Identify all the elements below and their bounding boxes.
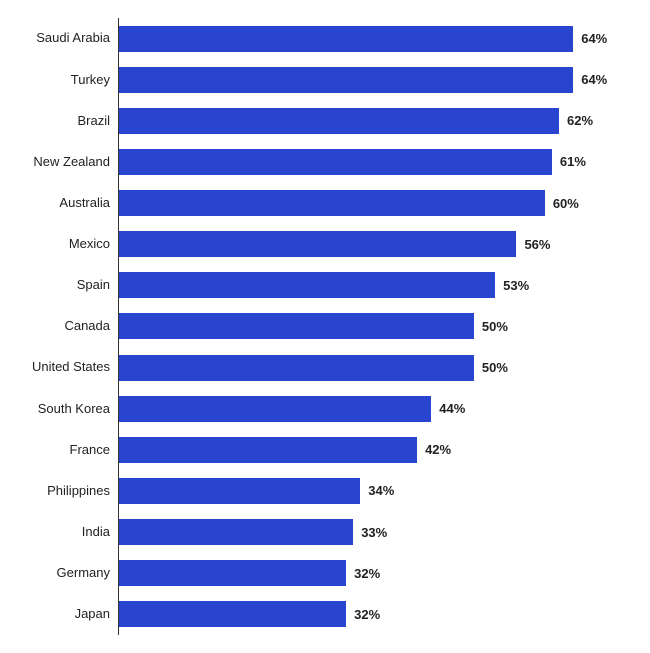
- bar: [119, 313, 474, 339]
- bar-row: 44%: [119, 396, 630, 422]
- bar-row: 64%: [119, 26, 630, 52]
- value-label: 60%: [553, 196, 579, 211]
- value-label: 64%: [581, 31, 607, 46]
- bar-row: 42%: [119, 437, 630, 463]
- value-label: 50%: [482, 360, 508, 375]
- bar: [119, 396, 431, 422]
- bar-row: 50%: [119, 313, 630, 339]
- category-label: New Zealand: [10, 155, 110, 169]
- category-label: Mexico: [10, 237, 110, 251]
- category-label: France: [10, 443, 110, 457]
- bar-row: 34%: [119, 478, 630, 504]
- bar: [119, 560, 346, 586]
- y-axis-labels: Saudi Arabia Turkey Brazil New Zealand Austr…: [10, 18, 118, 635]
- bar: [119, 231, 516, 257]
- bar: [119, 601, 346, 627]
- category-label: India: [10, 525, 110, 539]
- bar: [119, 67, 573, 93]
- category-label: Turkey: [10, 73, 110, 87]
- category-label: Philippines: [10, 484, 110, 498]
- value-label: 42%: [425, 442, 451, 457]
- category-label: United States: [10, 360, 110, 374]
- bar: [119, 26, 573, 52]
- bar-row: 64%: [119, 67, 630, 93]
- bar: [119, 437, 417, 463]
- plot-area: 64% 64% 62% 61% 60% 56% 53% 50% 50% 44% 42% 34% 33% 3…: [118, 18, 630, 635]
- category-label: Canada: [10, 319, 110, 333]
- bar: [119, 519, 353, 545]
- value-label: 32%: [354, 607, 380, 622]
- bar: [119, 272, 495, 298]
- bar-row: 32%: [119, 601, 630, 627]
- value-label: 33%: [361, 525, 387, 540]
- bar-row: 53%: [119, 272, 630, 298]
- bar-row: 32%: [119, 560, 630, 586]
- value-label: 32%: [354, 566, 380, 581]
- bar: [119, 478, 360, 504]
- category-label: Australia: [10, 196, 110, 210]
- category-label: Brazil: [10, 114, 110, 128]
- bar-row: 33%: [119, 519, 630, 545]
- value-label: 34%: [368, 483, 394, 498]
- value-label: 53%: [503, 278, 529, 293]
- category-label: Saudi Arabia: [10, 31, 110, 45]
- bar: [119, 355, 474, 381]
- value-label: 44%: [439, 401, 465, 416]
- category-label: Germany: [10, 566, 110, 580]
- category-label: South Korea: [10, 402, 110, 416]
- bar-row: 62%: [119, 108, 630, 134]
- bar: [119, 149, 552, 175]
- category-label: Spain: [10, 278, 110, 292]
- bar-row: 56%: [119, 231, 630, 257]
- value-label: 50%: [482, 319, 508, 334]
- bar: [119, 190, 545, 216]
- bar-row: 50%: [119, 355, 630, 381]
- value-label: 62%: [567, 113, 593, 128]
- value-label: 61%: [560, 154, 586, 169]
- bar-row: 60%: [119, 190, 630, 216]
- bar-row: 61%: [119, 149, 630, 175]
- category-label: Japan: [10, 607, 110, 621]
- bar-chart: Saudi Arabia Turkey Brazil New Zealand Austr…: [0, 0, 650, 653]
- bar: [119, 108, 559, 134]
- value-label: 56%: [524, 237, 550, 252]
- value-label: 64%: [581, 72, 607, 87]
